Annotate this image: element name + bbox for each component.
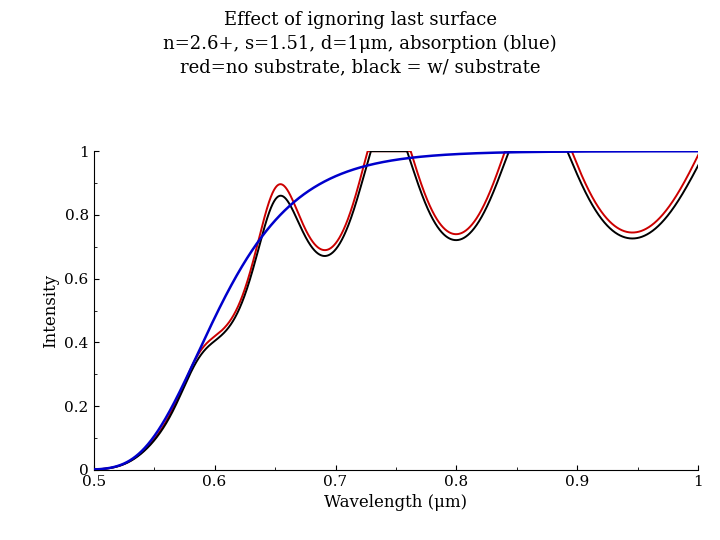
Text: Effect of ignoring last surface
n=2.6+, s=1.51, d=1μm, absorption (blue)
red=no : Effect of ignoring last surface n=2.6+, …	[163, 11, 557, 76]
Y-axis label: Intensity: Intensity	[42, 273, 59, 348]
X-axis label: Wavelength (μm): Wavelength (μm)	[325, 494, 467, 511]
